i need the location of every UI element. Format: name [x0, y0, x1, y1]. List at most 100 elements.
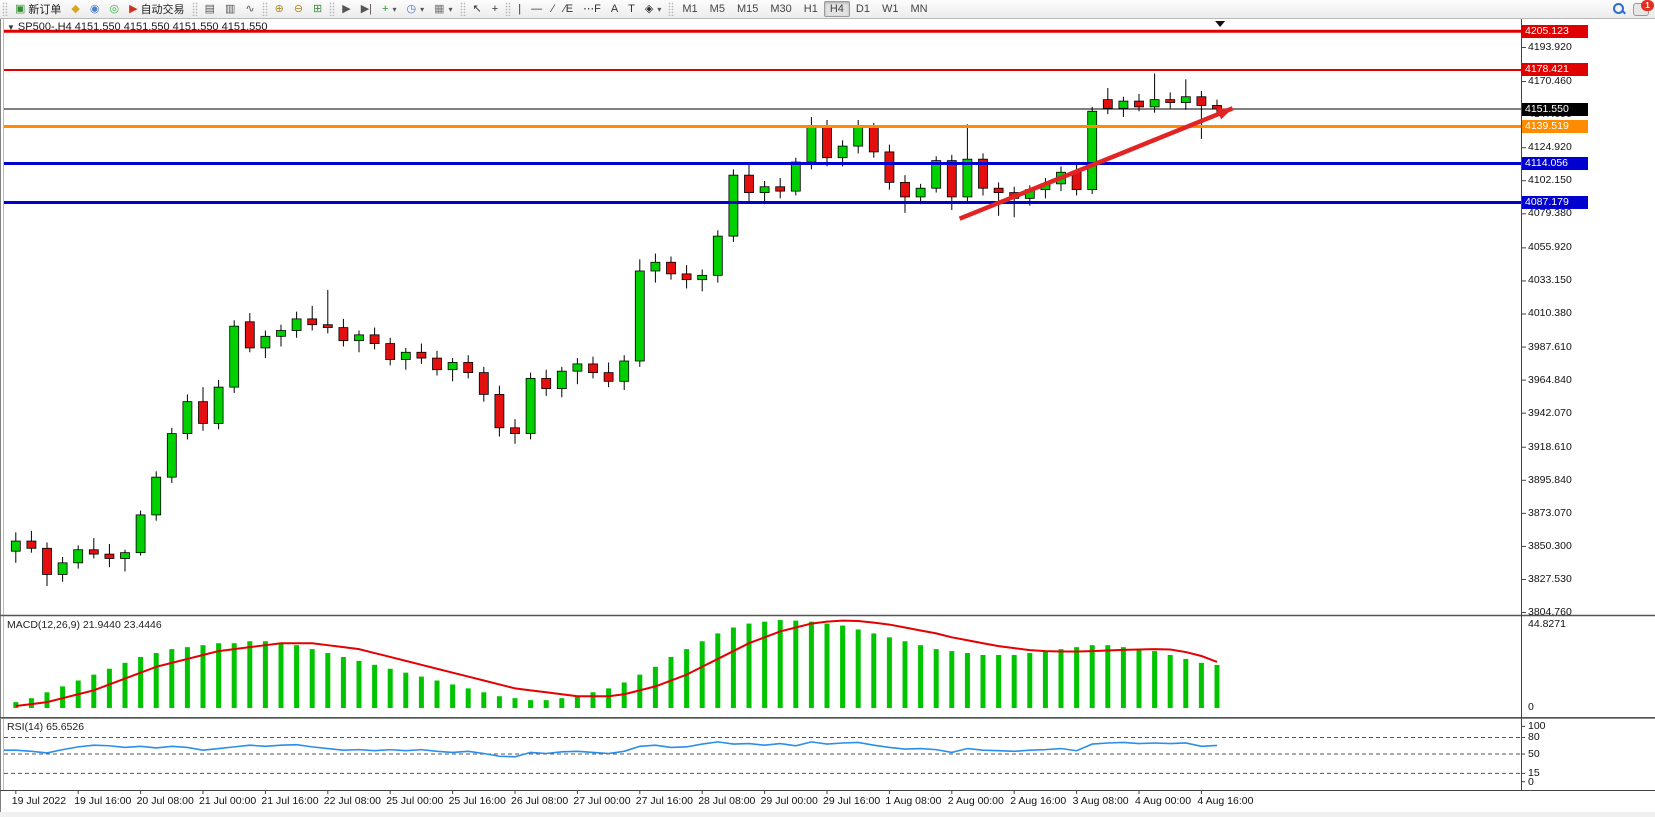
candle-bull: [806, 125, 817, 163]
zoom-in-button[interactable]: ⊕: [270, 1, 289, 17]
macd-histogram-bar: [964, 653, 970, 708]
timeframe-D1[interactable]: D1: [850, 1, 876, 17]
text-label-button[interactable]: T: [623, 1, 640, 17]
rsi-line: [4, 741, 1218, 758]
candle-bull: [182, 401, 193, 434]
candle-bull: [1087, 110, 1098, 191]
macd-histogram-bar: [933, 649, 939, 708]
timeframe-M15[interactable]: M15: [731, 1, 764, 17]
search-icon[interactable]: [1613, 3, 1626, 15]
horizontal-line-icon: —: [531, 2, 543, 15]
arrows-button[interactable]: ◈ ▾: [640, 1, 666, 17]
timeframe-H1[interactable]: H1: [798, 1, 824, 17]
crosshair-button[interactable]: +: [487, 1, 503, 17]
macd-histogram-bar: [262, 641, 268, 708]
candle-bull: [853, 126, 864, 147]
candle-bear: [681, 273, 692, 281]
macd-histogram-bar: [138, 656, 144, 708]
trendline-button[interactable]: ∕: [547, 1, 559, 17]
horizontal-line-button[interactable]: —: [526, 1, 547, 17]
candle-bull: [931, 160, 942, 189]
candle-bear: [541, 378, 552, 389]
fibonacci-button[interactable]: ⋯F: [578, 1, 606, 17]
toolbar-grip: [668, 2, 675, 16]
candle-bull: [10, 540, 21, 552]
timeframe-M1[interactable]: M1: [676, 1, 703, 17]
signal-button[interactable]: ◎: [104, 1, 124, 17]
macd-histogram-bar: [122, 662, 128, 708]
candlestick-chart-button[interactable]: ▥: [220, 1, 240, 17]
candle-bull: [260, 335, 271, 349]
line-chart-button[interactable]: ∿: [240, 1, 259, 17]
layers-button[interactable]: ◆: [66, 1, 84, 17]
profile-button[interactable]: ◉: [85, 1, 105, 17]
candle-bear: [588, 363, 598, 374]
macd-histogram-bar: [481, 692, 487, 708]
trend-arrow-head: [1216, 108, 1233, 120]
macd-histogram-bar: [184, 647, 190, 708]
macd-histogram-bar: [200, 645, 206, 708]
macd-histogram-bar: [668, 656, 674, 708]
macd-histogram-bar: [1011, 654, 1017, 708]
tile-windows-button[interactable]: ⊞: [308, 1, 327, 17]
equidistant-channel-button[interactable]: ∕E: [559, 1, 578, 17]
add-indicator-button[interactable]: + ▾: [377, 1, 401, 17]
candle-bear: [26, 540, 37, 549]
macd-histogram-bar: [699, 641, 705, 708]
timeframe-M5[interactable]: M5: [704, 1, 731, 17]
macd-histogram-bar: [1042, 651, 1048, 708]
candle-bear: [978, 158, 988, 189]
candle-bear: [416, 351, 427, 359]
macd-histogram-bar: [1105, 645, 1111, 708]
macd-histogram-bar: [465, 688, 471, 708]
text-button[interactable]: A: [606, 1, 623, 17]
notifications-icon[interactable]: 1: [1633, 0, 1654, 16]
candle-bear: [666, 261, 676, 275]
macd-histogram-bar: [278, 643, 284, 708]
chart-shift-icon: ▶|: [360, 2, 373, 15]
candle-bear: [244, 321, 255, 349]
macd-histogram-bar: [1027, 653, 1033, 708]
candle-bear: [42, 547, 52, 575]
candle-bull: [728, 174, 739, 237]
candle-bull: [1180, 96, 1191, 103]
new-order-button[interactable]: ▣ 新订单: [10, 1, 66, 17]
candle-bear: [868, 126, 879, 153]
toolbar-grip: [2, 2, 8, 16]
auto-trading-button[interactable]: ▶ 自动交易: [124, 1, 189, 17]
macd-histogram-bar: [606, 688, 612, 708]
fibonacci-icon: ⋯F: [583, 2, 601, 15]
chart-shift-button[interactable]: ▶|: [356, 1, 377, 17]
trendline-icon: ∕: [552, 2, 554, 15]
timeframe-M30[interactable]: M30: [764, 1, 797, 17]
auto-scroll-button[interactable]: ▶: [337, 1, 355, 17]
main-toolbar: ▣ 新订单 ◆ ◉ ◎ ▶ 自动交易 ▤ ▥ ∿ ⊕ ⊖ ⊞ ▶ ▶| + ▾ ◷ ▾ ▦ ▾ ↖ + | — ∕…: [0, 0, 1655, 19]
zoom-out-button[interactable]: ⊖: [289, 1, 308, 17]
macd-histogram-bar: [450, 684, 456, 708]
period-clock-button[interactable]: ◷ ▾: [402, 1, 430, 17]
bar-chart-button[interactable]: ▤: [200, 1, 220, 17]
timeframe-H4[interactable]: H4: [823, 1, 850, 17]
candle-bear: [369, 334, 380, 344]
vertical-line-icon: |: [518, 2, 522, 15]
candle-bull: [229, 325, 240, 388]
timeframe-W1[interactable]: W1: [876, 1, 905, 17]
auto-trading-icon: ▶: [129, 2, 138, 15]
macd-histogram-bar: [1198, 662, 1204, 708]
cursor-button[interactable]: ↖: [468, 1, 487, 17]
macd-histogram-bar: [996, 654, 1002, 708]
candle-bear: [744, 174, 754, 193]
candle-bear: [775, 186, 786, 192]
candle-bull: [291, 318, 302, 331]
candle-bull: [213, 386, 224, 424]
macd-histogram-bar: [824, 623, 830, 708]
toolbar-grip: [191, 2, 198, 16]
template-button[interactable]: ▦ ▾: [429, 1, 457, 17]
candle-bull: [712, 235, 723, 276]
macd-histogram-bar: [886, 637, 892, 708]
cursor-icon: ↖: [472, 2, 482, 15]
vertical-line-button[interactable]: |: [513, 1, 526, 17]
timeframe-MN[interactable]: MN: [904, 1, 933, 17]
candle-bull: [837, 145, 848, 159]
